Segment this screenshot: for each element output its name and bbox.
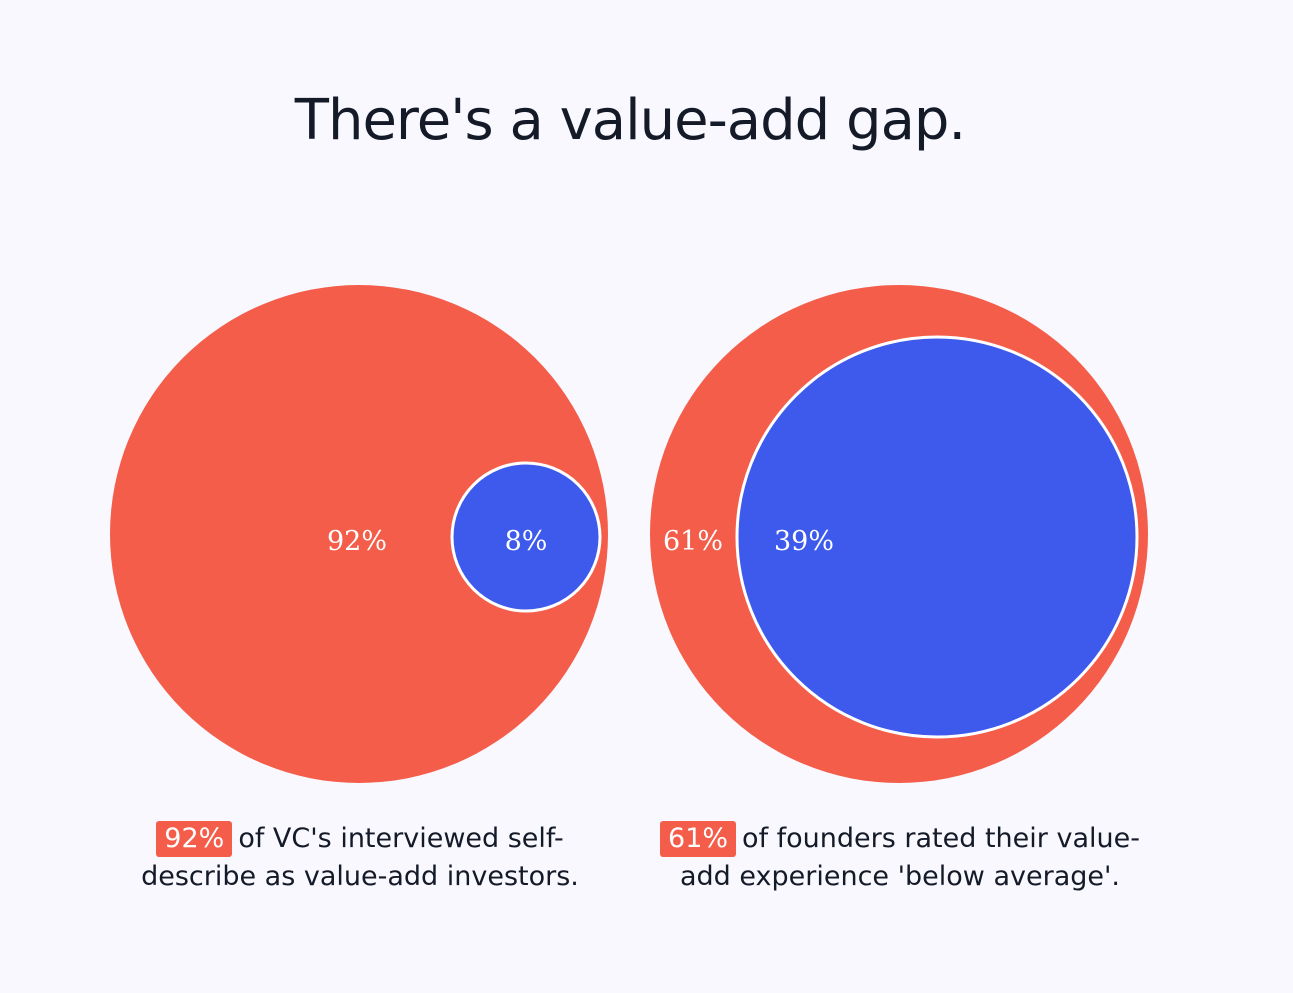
left-caption-badge: 92%: [156, 821, 233, 857]
left-caption-line2: describe as value-add investors.: [141, 861, 579, 892]
left-inner-circle: [450, 461, 602, 613]
right-caption-line1: of founders rated their value-: [742, 823, 1140, 854]
left-chart: 92% 8%: [110, 285, 608, 783]
left-outer-circle: [110, 285, 608, 783]
right-inner-label: 39%: [774, 526, 834, 557]
left-caption-line1: of VC's interviewed self-: [238, 823, 564, 854]
right-inner-circle: [735, 335, 1139, 739]
left-inner-label: 8%: [505, 526, 548, 557]
right-caption: 61% of founders rated their value- add ex…: [645, 820, 1155, 896]
right-caption-line2: add experience 'below average'.: [679, 861, 1121, 892]
right-chart: 61% 39%: [650, 285, 1148, 783]
right-caption-badge: 61%: [660, 821, 737, 857]
left-caption: 92% of VC's interviewed self- describe as…: [120, 820, 600, 896]
left-outer-label: 92%: [327, 526, 387, 557]
right-outer-label: 61%: [663, 526, 723, 557]
page-title: There's a value-add gap.: [294, 88, 966, 153]
